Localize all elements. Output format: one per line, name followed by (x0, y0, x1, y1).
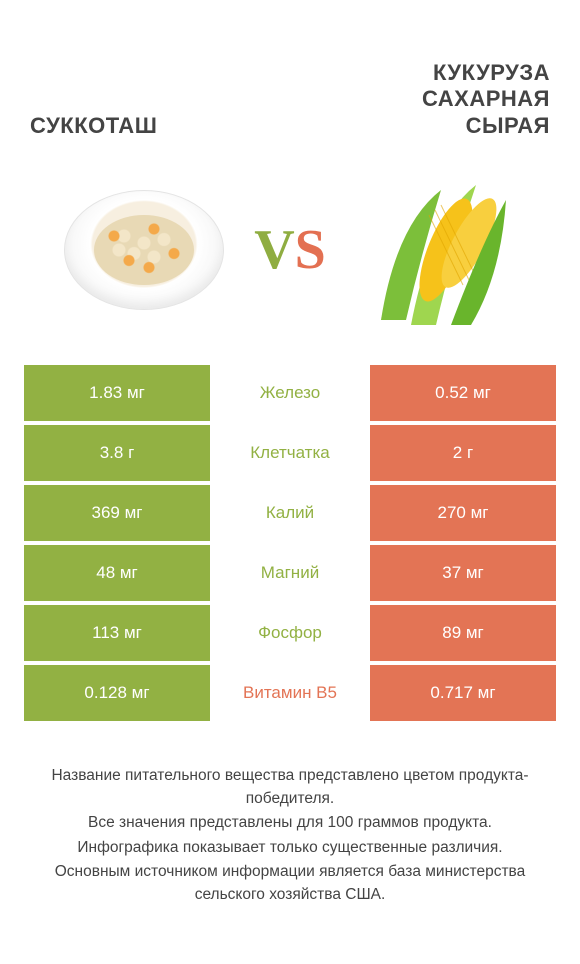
value-right: 89 мг (370, 605, 556, 661)
nutrient-label: Магний (210, 545, 370, 601)
vs-letter-s: S (295, 219, 326, 281)
footer-notes: Название питательного вещества представл… (0, 765, 580, 908)
vs-row: VS (0, 155, 580, 365)
table-row: 113 мгФосфор89 мг (24, 605, 556, 661)
title-left: Суккоташ (30, 113, 157, 139)
vs-letter-v: V (254, 219, 294, 281)
value-left: 369 мг (24, 485, 210, 541)
footer-line: Название питательного вещества представл… (26, 765, 554, 810)
food-right-image (346, 165, 526, 335)
value-left: 1.83 мг (24, 365, 210, 421)
value-left: 0.128 мг (24, 665, 210, 721)
nutrient-label: Железо (210, 365, 370, 421)
value-right: 2 г (370, 425, 556, 481)
corn-icon (351, 165, 521, 335)
table-row: 3.8 гКлетчатка2 г (24, 425, 556, 481)
food-left-image (54, 165, 234, 335)
footer-line: Все значения представлены для 100 граммо… (26, 812, 554, 834)
title-right: Кукуруза сахарная сырая (422, 60, 550, 139)
footer-line: Основным источником информации является … (26, 861, 554, 906)
succotash-plate-icon (64, 190, 224, 310)
value-left: 3.8 г (24, 425, 210, 481)
value-right: 0.52 мг (370, 365, 556, 421)
table-row: 48 мгМагний37 мг (24, 545, 556, 601)
table-row: 1.83 мгЖелезо0.52 мг (24, 365, 556, 421)
value-right: 0.717 мг (370, 665, 556, 721)
nutrient-label: Калий (210, 485, 370, 541)
value-left: 113 мг (24, 605, 210, 661)
nutrient-label: Клетчатка (210, 425, 370, 481)
table-row: 369 мгКалий270 мг (24, 485, 556, 541)
nutrient-label: Фосфор (210, 605, 370, 661)
table-row: 0.128 мгВитамин B50.717 мг (24, 665, 556, 721)
value-left: 48 мг (24, 545, 210, 601)
titles-row: Суккоташ Кукуруза сахарная сырая (0, 0, 580, 155)
vs-label: VS (254, 218, 326, 282)
footer-line: Инфографика показывает только существенн… (26, 837, 554, 859)
comparison-table: 1.83 мгЖелезо0.52 мг3.8 гКлетчатка2 г369… (0, 365, 580, 725)
nutrient-label: Витамин B5 (210, 665, 370, 721)
value-right: 270 мг (370, 485, 556, 541)
value-right: 37 мг (370, 545, 556, 601)
